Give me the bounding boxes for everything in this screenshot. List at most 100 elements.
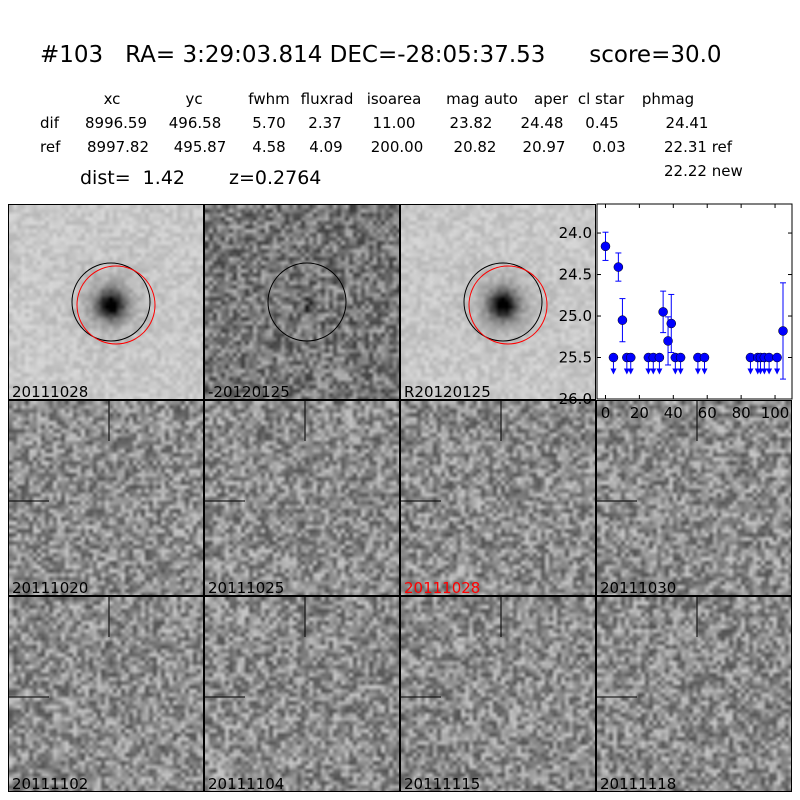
y-tick-label: 25.5 [559,349,592,367]
aperture-circle [463,262,543,342]
ref-aperture-circle [468,265,548,345]
table-cell: 0.45 [585,114,619,132]
row-label: ref [40,138,61,156]
image-stamp-epoch: 20111115 [400,596,596,792]
column-header: mag auto [446,90,518,108]
table-cell: 24.48 [520,114,564,132]
upper-limit-arrow [761,368,768,375]
table-cell: 11.00 [372,114,416,132]
upper-limit-arrow [627,368,634,375]
column-header: aper [533,90,569,108]
column-header: yc [185,90,203,108]
column-header: fluxrad [300,90,354,108]
image-stamp-epoch: 20111030 [596,400,792,596]
column-header: isoarea [366,90,422,108]
upper-limit-arrow [672,368,679,375]
stamp-image [9,401,203,595]
stamp-date-label: 20111104 [208,775,285,792]
upper-limit-arrow [623,368,630,375]
phmag-new: 22.22 new [664,162,743,180]
upper-limit-arrow [694,368,701,375]
table-cell: 23.82 [449,114,493,132]
data-point [658,307,668,317]
table-cell: 22.31 ref [664,138,733,156]
data-point [666,318,677,329]
y-tick-label: 26.0 [559,390,592,408]
stamp-image [597,597,791,791]
upper-limit-point [699,352,710,363]
stamp-image [9,205,203,399]
stamp-image [205,597,399,791]
stamp-date-label: 20111102 [12,775,89,792]
stamp-date-label: 20111028 [404,579,481,596]
stamp-date-label: 20111030 [600,579,677,596]
stamp-image [401,597,595,791]
data-point [778,326,788,336]
ref-aperture-circle [76,265,156,345]
stamp-image [401,205,595,399]
table-cell: 8997.82 [86,138,150,156]
aperture-circle [267,262,347,342]
image-stamp-epoch: 20111025 [204,400,400,596]
table-cell: 5.70 [252,114,286,132]
row-label: dif [40,114,59,132]
stamp-date-label: 20111025 [208,579,285,596]
x-tick-label: 20 [630,404,649,422]
stamp-date-label: 20111115 [404,775,481,792]
stamp-image [9,597,203,791]
column-header: cl star [577,90,625,108]
upper-limit-point [772,352,782,363]
data-point [600,241,611,252]
plot-area [596,203,793,400]
table-cell: 20.97 [522,138,566,156]
stamp-date-label: 20111118 [600,775,677,792]
redshift-value: z=0.2764 [229,167,322,189]
x-tick-label: 40 [664,404,683,422]
table-cell: 4.58 [252,138,286,156]
data-point [663,336,673,346]
upper-limit-arrow [757,368,764,375]
aperture-circle [71,262,151,342]
table-cell: 8996.59 [84,114,148,132]
upper-limit-point [764,352,774,363]
upper-limit-arrow [656,368,663,375]
upper-limit-arrow [645,368,652,375]
page-title: #103 RA= 3:29:03.814 DEC=-28:05:37.53 sc… [40,42,722,68]
y-tick-label: 24.0 [559,224,592,242]
image-stamp-ref: R20120125 [400,204,596,400]
image-stamp-epoch: 20111118 [596,596,792,792]
upper-limit-point [625,352,636,363]
stamp-date-label: -20120125 [208,383,290,400]
image-stamp-epoch: 20111104 [204,596,400,792]
upper-limit-arrow [774,368,781,375]
upper-limit-arrow [747,368,754,375]
dist-value: dist= 1.42 [80,167,185,189]
table-cell: 496.58 [168,114,222,132]
data-point [617,315,628,325]
data-point [613,262,624,272]
table-cell: 4.09 [309,138,343,156]
table-cell: 0.03 [592,138,626,156]
upper-limit-point [675,352,686,363]
y-tick-label: 24.5 [559,266,592,284]
table-cell: 495.87 [173,138,227,156]
upper-limit-point [608,352,619,363]
image-stamp-diff: -20120125 [204,204,400,400]
x-tick-label: 80 [732,404,751,422]
image-stamp-epoch: 20111102 [8,596,204,792]
column-header: fwhm [248,90,290,108]
upper-limit-arrow [610,368,617,375]
x-tick-label: 60 [698,404,717,422]
stamp-image [401,401,595,595]
stamp-image [205,401,399,595]
image-stamp-epoch: 20111020 [8,400,204,596]
upper-limit-arrow [677,368,684,375]
table-cell: 2.37 [308,114,342,132]
image-stamp-epoch: 20111028 [400,400,596,596]
upper-limit-point [654,352,665,363]
image-stamp-new: 20111028 [8,204,204,400]
upper-limit-arrow [701,368,708,375]
table-cell: 20.82 [453,138,497,156]
column-header: xc [103,90,121,108]
